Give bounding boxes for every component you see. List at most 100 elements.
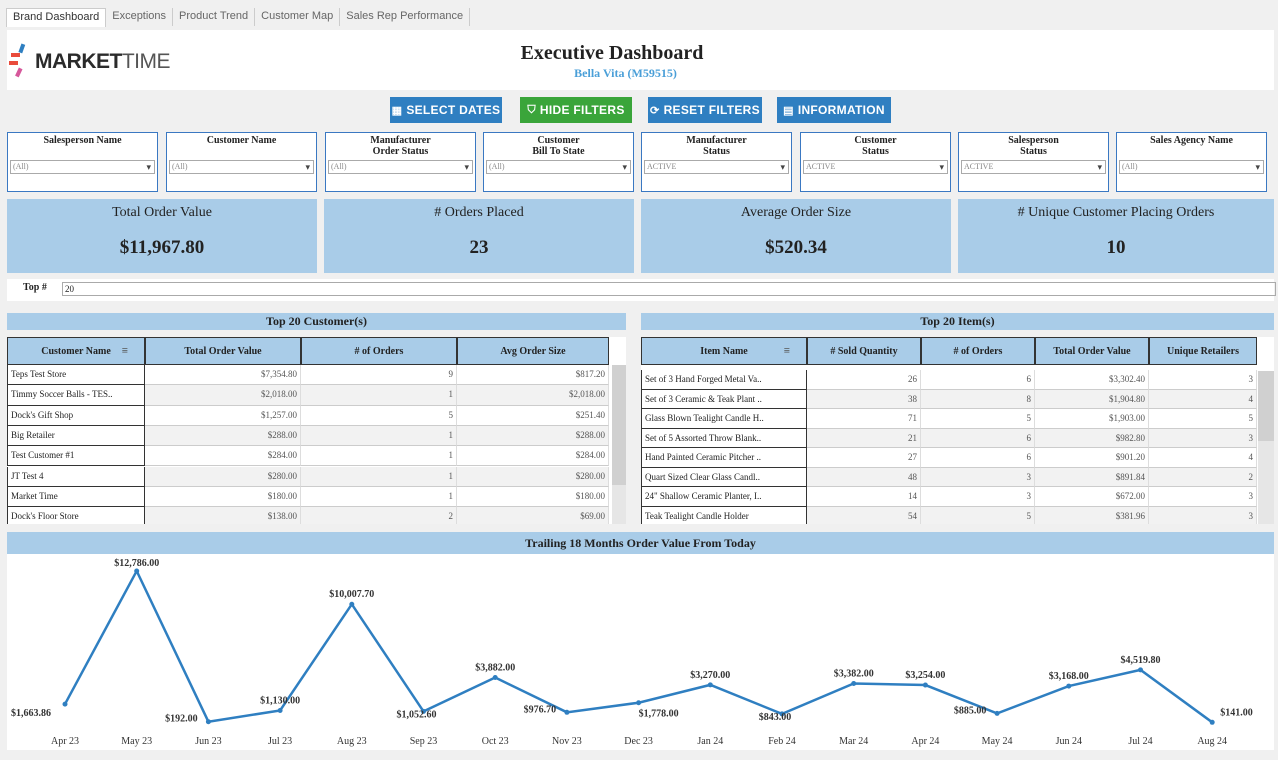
tab-sales-rep-performance[interactable]: Sales Rep Performance <box>340 8 471 26</box>
table-cell: 1 <box>301 446 457 467</box>
data-point[interactable] <box>205 719 211 725</box>
data-point[interactable] <box>564 709 570 715</box>
filter-dropdown[interactable]: ACTIVE <box>961 160 1106 174</box>
table-cell: Hand Painted Ceramic Pitcher .. <box>641 448 807 468</box>
data-point[interactable] <box>1138 667 1143 673</box>
table-cell: $2,018.00 <box>457 385 609 406</box>
filter-1: Customer Name (All) <box>166 132 317 192</box>
customers-scroll-thumb[interactable] <box>612 365 626 485</box>
table-cell: 6 <box>921 448 1035 468</box>
data-label: $10,007.70 <box>329 589 374 600</box>
page-subtitle: Bella Vita (M59515) <box>574 66 677 80</box>
filter-dropdown[interactable]: (All) <box>169 160 314 174</box>
kpi-label: Average Order Size <box>740 205 852 220</box>
select-dates-button[interactable]: ▦ SELECT DATES <box>390 97 502 123</box>
table-cell: 38 <box>807 389 921 409</box>
table-cell: JT Test 4 <box>7 466 145 487</box>
data-point[interactable] <box>779 711 785 717</box>
column-header[interactable]: Item Name ≡ <box>641 337 807 365</box>
reset-filters-button[interactable]: ⟳ RESET FILTERS <box>648 97 762 123</box>
top-n-row: Top # 20 <box>7 279 1276 301</box>
table-cell: Dock's Gift Shop <box>7 405 145 426</box>
table-cell: $284.00 <box>457 446 609 467</box>
x-tick-label: May 24 <box>982 736 1013 747</box>
table-cell: 21 <box>807 428 921 448</box>
customers-scrollbar[interactable] <box>612 365 626 524</box>
table-cell: 6 <box>921 370 1035 390</box>
table-cell: 2 <box>1149 467 1257 487</box>
kpi-unique-customers: # Unique Customer Placing Orders 10 <box>958 199 1274 273</box>
table-cell: 48 <box>807 467 921 487</box>
column-header-label: Total Order Value <box>1053 345 1131 357</box>
tab-customer-map[interactable]: Customer Map <box>255 8 341 26</box>
data-point[interactable] <box>851 681 857 687</box>
table-cell: 1 <box>301 486 457 508</box>
x-tick-label: Jun 23 <box>195 736 221 747</box>
table-cell: 4 <box>1149 389 1257 409</box>
column-header[interactable]: # Sold Quantity <box>807 337 921 365</box>
x-tick-label: Dec 23 <box>624 736 653 747</box>
table-cell: $288.00 <box>457 425 609 447</box>
sort-icon[interactable]: ≡ <box>783 345 790 357</box>
data-point[interactable] <box>492 675 498 681</box>
filter-label: Salesperson Status <box>1008 135 1059 157</box>
filter-dropdown[interactable]: ACTIVE <box>644 160 789 174</box>
table-cell: Market Time <box>7 486 145 508</box>
filter-dropdown[interactable]: (All) <box>10 160 155 174</box>
hide-filters-button[interactable]: ⛉ HIDE FILTERS <box>520 97 632 123</box>
data-point[interactable] <box>1209 719 1215 725</box>
column-header[interactable]: Total Order Value <box>145 337 301 365</box>
calendar-icon: ▦ <box>391 104 403 117</box>
column-header[interactable]: Avg Order Size <box>457 337 609 365</box>
data-label: $976.70 <box>524 704 557 715</box>
tab-product-trend[interactable]: Product Trend <box>173 8 256 26</box>
data-point[interactable] <box>62 701 68 707</box>
data-point[interactable] <box>421 708 426 714</box>
top-customers-title: Top 20 Customer(s) <box>7 313 626 330</box>
data-label: $3,270.00 <box>690 670 730 681</box>
filter-dropdown[interactable]: (All) <box>328 160 473 174</box>
table-cell: $982.80 <box>1035 428 1149 448</box>
data-point[interactable] <box>922 682 928 688</box>
tab-brand-dashboard[interactable]: Brand Dashboard <box>6 8 107 27</box>
data-point[interactable] <box>994 710 1000 716</box>
data-point[interactable] <box>636 700 642 706</box>
items-scroll-thumb[interactable] <box>1258 371 1274 441</box>
information-button[interactable]: ▤ INFORMATION <box>777 97 891 123</box>
table-cell: 5 <box>921 409 1035 429</box>
table-cell: Set of 3 Ceramic & Teak Plant .. <box>641 389 807 409</box>
filter-dropdown[interactable]: ACTIVE <box>803 160 948 174</box>
trailing-order-chart: Trailing 18 Months Order Value From Toda… <box>7 532 1274 750</box>
data-point[interactable] <box>134 568 140 574</box>
column-header[interactable]: Unique Retailers <box>1149 337 1257 365</box>
column-header-label: Item Name <box>700 345 748 357</box>
data-label: $3,168.00 <box>1049 671 1089 682</box>
kpi-value: 10 <box>1106 237 1126 258</box>
top-n-input[interactable]: 20 <box>62 282 1276 296</box>
data-label: $3,882.00 <box>475 663 515 674</box>
table-cell: Teak Tealight Candle Holder <box>641 506 807 524</box>
items-scrollbar[interactable] <box>1258 371 1274 524</box>
tab-exceptions[interactable]: Exceptions <box>106 8 174 26</box>
column-header[interactable]: # of Orders <box>921 337 1035 365</box>
data-point[interactable] <box>1066 683 1072 689</box>
column-header[interactable]: Total Order Value <box>1035 337 1149 365</box>
filter-dropdown[interactable]: (All) <box>486 160 631 174</box>
kpi-label: Total Order Value <box>112 205 212 220</box>
sort-icon[interactable]: ≡ <box>121 345 128 357</box>
kpi-orders-placed: # Orders Placed 23 <box>324 199 634 273</box>
data-point[interactable] <box>707 682 713 688</box>
data-point[interactable] <box>277 707 283 713</box>
data-point[interactable] <box>349 601 355 607</box>
table-cell: Set of 5 Assorted Throw Blank.. <box>641 428 807 448</box>
column-header[interactable]: # of Orders <box>301 337 457 365</box>
table-cell: Set of 3 Hand Forged Metal Va.. <box>641 370 807 390</box>
table-cell: $280.00 <box>145 466 301 487</box>
filter-2: Manufacturer Order Status (All) <box>325 132 476 192</box>
column-header[interactable]: Customer Name ≡ <box>7 337 145 365</box>
filter-5: Customer Status ACTIVE <box>800 132 951 192</box>
table-cell: 3 <box>1149 428 1257 448</box>
x-tick-label: Nov 23 <box>552 736 582 747</box>
logo-bold-text: MARKET <box>35 50 122 73</box>
filter-dropdown[interactable]: (All) <box>1119 160 1264 174</box>
